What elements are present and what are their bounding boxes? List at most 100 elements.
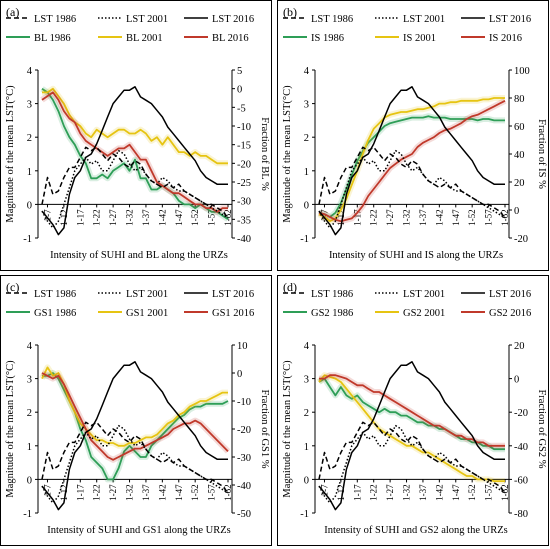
y2-tick-label: 10 (237, 341, 248, 352)
x-tick-label: 1-7 (319, 484, 329, 496)
legend-entry: LST 2016 (212, 289, 254, 300)
x-tick-label: 1-37 (418, 209, 428, 226)
y2-tick-label: -40 (514, 442, 528, 453)
chart-panel: (c) LST 1986 LST 2001 LST 2016 GS1 1986 GS1 2… (0, 275, 272, 546)
x-tick-label: 1-52 (190, 484, 200, 501)
y2-tick-label: -25 (237, 178, 251, 189)
x-tick-label: 1-27 (385, 209, 395, 226)
x-tick-label: 1-27 (385, 484, 395, 501)
series-line (318, 99, 506, 223)
legend-entry: LST 1986 (311, 14, 353, 25)
y-tick-label: 3 (27, 100, 32, 111)
x-tick-label: 1-27 (108, 209, 118, 226)
series-line (41, 91, 228, 213)
x-axis-title: Intensity of SUHI and BL along the URZs (50, 250, 228, 261)
legend-entry: LST 2001 (126, 14, 168, 25)
legend-entry: LST 1986 (34, 289, 76, 300)
legend-entry: IS 2001 (403, 33, 436, 44)
series-line (318, 421, 506, 494)
panel-border (0, 0, 272, 271)
y-tick-label: 2 (304, 408, 309, 419)
x-tick-label: 1-57 (207, 484, 217, 501)
y-tick-label: 0 (304, 200, 309, 211)
y-axis-title: Magnitude of the mean LST(°C) (282, 360, 293, 498)
x-tick-label: 1-27 (108, 484, 118, 501)
x-tick-label: 1-42 (157, 209, 167, 226)
x-tick-label: 1-52 (467, 209, 477, 226)
y-tick-label: -1 (300, 234, 309, 245)
x-tick-label: 1-12 (336, 209, 346, 226)
y2-tick-label: -10 (237, 397, 251, 408)
x-tick-label: 1-17 (352, 484, 362, 501)
y2-axis-title: Fraction of IS % (536, 119, 547, 189)
x-tick-label: 1-17 (352, 209, 362, 226)
y2-tick-label: 100 (514, 66, 530, 77)
x-tick-label: 1-7 (42, 209, 52, 221)
y2-tick-label: -35 (237, 215, 251, 226)
y2-tick-label: -20 (514, 408, 528, 419)
y2-tick-label: -80 (514, 509, 528, 520)
legend-entry: LST 2001 (403, 14, 445, 25)
y-tick-label: 4 (27, 66, 33, 77)
y-tick-label: -1 (23, 234, 32, 245)
y-tick-label: 2 (27, 408, 32, 419)
x-tick-label: 1-7 (42, 484, 52, 496)
legend-entry: LST 2001 (126, 289, 168, 300)
y-axis-title: Magnitude of the mean LST(°C) (5, 85, 16, 223)
x-tick-label: 1-37 (418, 484, 428, 501)
chart-panel: (b) LST 1986 LST 2001 LST 2016 IS 1986 IS 200… (277, 0, 549, 271)
legend-entry: LST 2016 (489, 14, 531, 25)
y-tick-label: 4 (27, 341, 33, 352)
x-axis-title: Intensity of SUHI and GS1 along the URZs (47, 525, 230, 536)
legend-entry: LST 2016 (212, 14, 254, 25)
series-halo (316, 372, 505, 485)
legend-entry: LST 2016 (489, 289, 531, 300)
legend-entry: GS1 2016 (212, 308, 254, 319)
y2-tick-label: -40 (237, 481, 251, 492)
y2-tick-label: 20 (514, 341, 525, 352)
series-line (42, 87, 228, 165)
chart-panel: (d) LST 1986 LST 2001 LST 2016 GS2 1986 GS2 2… (277, 275, 549, 546)
legend-entry: GS2 2001 (403, 308, 445, 319)
y2-tick-label: 80 (514, 94, 525, 105)
x-tick-label: 1-22 (369, 484, 379, 501)
series-line (41, 87, 229, 221)
y2-tick-label: -30 (237, 453, 251, 464)
y2-tick-label: -60 (514, 475, 528, 486)
x-tick-label: 1-47 (451, 209, 461, 226)
y2-tick-label: 0 (514, 375, 519, 386)
legend-entry: BL 1986 (34, 33, 71, 44)
panel-label: (a) (6, 5, 19, 19)
y-tick-label: 2 (27, 133, 32, 144)
series-line (41, 146, 229, 219)
y-tick-label: 4 (304, 66, 310, 77)
series-line (41, 86, 228, 236)
series-line (318, 115, 505, 218)
series-line (41, 421, 229, 494)
series-line (318, 361, 505, 511)
x-axis-title: Intensity of SUHI and IS along the URZs (329, 250, 503, 261)
y2-tick-label: 0 (514, 206, 519, 217)
legend-entry: LST 1986 (311, 289, 353, 300)
chart-panel: (a) LST 1986 LST 2001 LST 2016 BL 1986 BL 200… (0, 0, 272, 271)
y-tick-label: 3 (304, 375, 309, 386)
y2-tick-label: 40 (514, 150, 525, 161)
x-tick-label: 1-32 (125, 209, 135, 226)
panel-label: (d) (283, 280, 297, 294)
x-tick-label: 1-17 (75, 209, 85, 226)
legend-entry: BL 2001 (126, 33, 163, 44)
y-tick-label: 3 (304, 100, 309, 111)
y-axis-title: Magnitude of the mean LST(°C) (282, 85, 293, 223)
y-tick-label: 0 (304, 475, 309, 486)
y-tick-label: 1 (27, 442, 32, 453)
series-line (41, 361, 228, 511)
x-tick-label: 1-37 (141, 209, 151, 226)
y-tick-label: -1 (300, 509, 309, 520)
x-tick-label: 1-22 (92, 209, 102, 226)
y2-axis-title: Fraction of GS1 % (259, 389, 270, 468)
y2-tick-label: 60 (514, 122, 525, 133)
y2-tick-label: 20 (514, 178, 525, 189)
x-tick-label: 1-57 (207, 209, 217, 226)
series-line (318, 377, 505, 451)
